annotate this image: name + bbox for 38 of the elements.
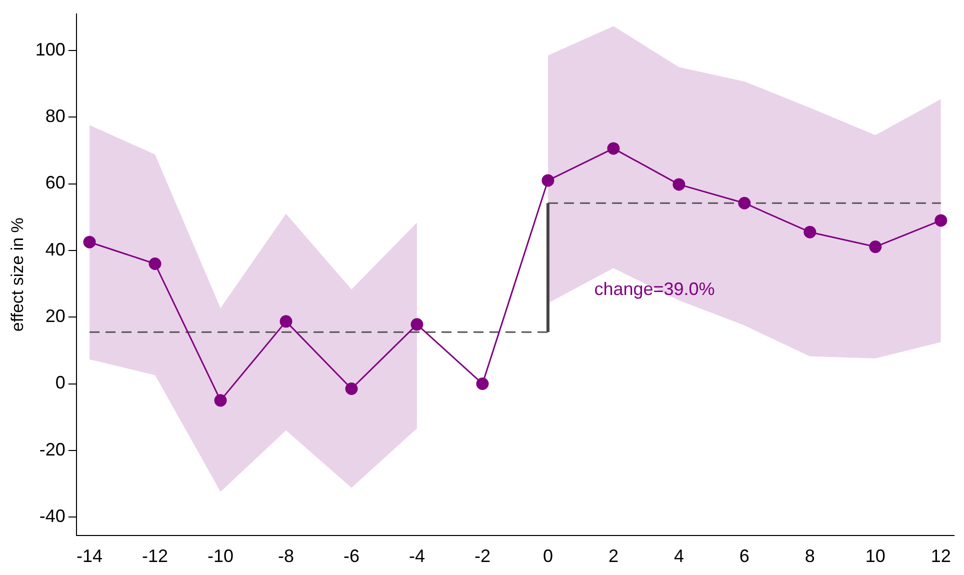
point [607, 142, 620, 155]
x-tick-label: -8 [278, 546, 294, 566]
y-tick-label: 80 [45, 106, 66, 126]
y-tick-label: 0 [55, 372, 66, 393]
y-tick-label: 60 [45, 172, 66, 193]
y-tick-label: 40 [45, 239, 66, 260]
x-tick-label: 6 [739, 546, 750, 566]
point [214, 394, 227, 407]
x-tick-label: 8 [804, 546, 815, 566]
x-tick-label: 2 [608, 546, 618, 566]
point [476, 378, 489, 390]
x-tick-label: -12 [142, 546, 168, 566]
point [738, 196, 751, 210]
point [542, 174, 554, 187]
x-tick-label: -6 [343, 546, 360, 566]
point [934, 214, 948, 227]
point [345, 382, 358, 395]
x-tick-label: 10 [865, 546, 886, 566]
y-tick-label: 100 [35, 39, 66, 60]
x-tick-label: -14 [76, 546, 103, 566]
y-tick-label: -40 [39, 506, 66, 526]
x-tick-label: -10 [208, 546, 234, 566]
y-axis-title: effect size in % [8, 218, 27, 332]
point [83, 236, 96, 248]
point [280, 315, 292, 328]
x-tick-label: 12 [930, 546, 951, 566]
y-tick-label: 20 [45, 306, 66, 326]
x-tick-label: -4 [408, 546, 425, 566]
y-tick-label: -20 [39, 439, 66, 460]
point [672, 178, 686, 191]
point [869, 240, 882, 254]
point [410, 318, 424, 331]
point [804, 226, 816, 238]
annotation: change=39.0% [594, 279, 715, 300]
x-tick-label: -2 [474, 546, 490, 566]
x-tick-label: 4 [674, 546, 684, 566]
point [148, 258, 162, 270]
x-tick-label: 0 [542, 546, 553, 566]
